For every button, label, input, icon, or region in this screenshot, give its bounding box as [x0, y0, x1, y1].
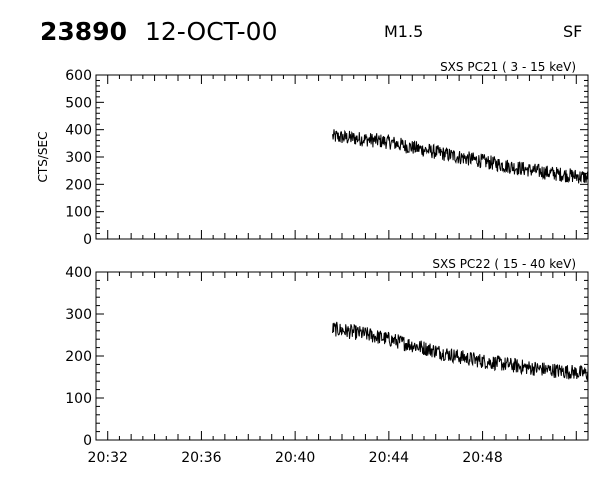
- chart-title: SXS PC22 ( 15 - 40 keV): [432, 257, 576, 271]
- x-ticks: 20:32 20:36 20:40 20:44 20:48: [88, 272, 589, 466]
- y-tick-label: 0: [83, 433, 92, 449]
- y-ticks: 0 100 200 300 400: [65, 265, 588, 449]
- source-label: SF: [563, 22, 583, 41]
- series-line: [332, 321, 589, 381]
- x-tick-label: 20:36: [181, 450, 221, 466]
- y-tick-label: 600: [65, 68, 92, 84]
- flare-class: M1.5: [384, 22, 424, 41]
- x-tick-label: 20:40: [275, 450, 315, 466]
- x-tick-label: 20:32: [88, 450, 128, 466]
- x-ticks: [95, 75, 589, 239]
- chart-title: SXS PC21 ( 3 - 15 keV): [440, 60, 576, 74]
- y-tick-label: 400: [65, 265, 92, 281]
- y-tick-label: 400: [65, 123, 92, 139]
- chart-panel-pc22: SXS PC22 ( 15 - 40 keV) 0 100 200 300 400 20…: [65, 257, 589, 466]
- event-id: 23890: [40, 17, 127, 46]
- y-tick-label: 300: [65, 150, 92, 166]
- event-date: 12-OCT-00: [145, 17, 278, 46]
- x-tick-label: 20:44: [369, 450, 409, 466]
- plot-frame: [95, 271, 589, 441]
- y-tick-label: 300: [65, 307, 92, 323]
- x-tick-label: 20:48: [462, 450, 502, 466]
- y-tick-label: 500: [65, 95, 92, 111]
- y-ticks: 0 100 200 300 400 500 600: [65, 68, 588, 248]
- y-tick-label: 100: [65, 205, 92, 221]
- y-axis-label: CTS/SEC: [36, 132, 50, 183]
- y-tick-label: 200: [65, 349, 92, 365]
- chart-panel-pc21: SXS PC21 ( 3 - 15 keV) CTS/SEC 0 100 200 30…: [36, 60, 589, 248]
- plot-frame: [95, 74, 589, 240]
- y-tick-label: 0: [83, 232, 92, 248]
- y-tick-label: 200: [65, 177, 92, 193]
- series-line: [332, 129, 589, 184]
- y-tick-label: 100: [65, 391, 92, 407]
